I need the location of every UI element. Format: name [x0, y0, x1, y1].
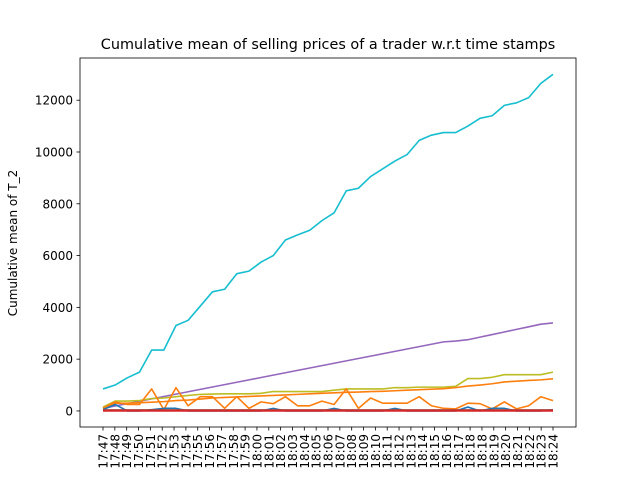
x-tick-label: 17:52 — [156, 434, 170, 469]
y-axis: 0 2000 4000 6000 8000 10000 12000 — [35, 94, 80, 418]
x-tick-label: 18:13 — [404, 434, 418, 469]
y-tick-label: 10000 — [35, 145, 73, 159]
series-line-2 — [102, 322, 554, 410]
x-tick-label: 18:03 — [286, 434, 300, 469]
x-tick-label: 17:48 — [108, 434, 122, 469]
x-tick-label: 18:06 — [322, 434, 336, 469]
x-tick-label: 17:51 — [144, 434, 158, 469]
x-tick-label: 18:21 — [511, 434, 525, 469]
x-tick-label: 17:56 — [203, 434, 217, 469]
y-tick-label: 8000 — [42, 197, 73, 211]
x-tick-label: 17:58 — [227, 434, 241, 469]
x-tick-label: 17:59 — [239, 434, 253, 469]
x-tick-label: 18:18 — [464, 434, 478, 469]
x-tick-label: 18:01 — [262, 434, 276, 469]
x-tick-label: 18:08 — [345, 434, 359, 469]
x-tick-label: 17:57 — [215, 434, 229, 469]
chart-title: Cumulative mean of selling prices of a t… — [101, 37, 555, 53]
x-tick-label: 18:19 — [487, 434, 501, 469]
x-tick-label: 18:04 — [298, 434, 312, 469]
x-tick-label: 17:49 — [120, 434, 134, 469]
y-tick-label: 12000 — [35, 94, 73, 108]
x-tick-label: 18:15 — [428, 434, 442, 469]
y-axis-label: Cumulative mean of T_2 — [6, 170, 20, 317]
x-tick-label: 18:00 — [250, 434, 264, 469]
x-tick-label: 18:20 — [499, 434, 513, 469]
x-tick-label: 17:53 — [168, 434, 182, 469]
x-tick-label: 18:17 — [452, 434, 466, 469]
y-tick-label: 4000 — [42, 301, 73, 315]
x-tick-label: 17:55 — [191, 434, 205, 469]
x-tick-label: 18:11 — [381, 434, 395, 469]
x-tick-label: 18:18 — [475, 434, 489, 469]
y-tick-label: 0 — [65, 404, 73, 418]
x-tick-label: 18:09 — [357, 434, 371, 469]
plot-frame — [79, 57, 577, 428]
x-tick-label: 18:12 — [393, 434, 407, 469]
y-tick-label: 2000 — [42, 353, 73, 367]
series-layer — [102, 73, 554, 412]
series-line-3 — [102, 371, 554, 408]
x-tick-label: 18:02 — [274, 434, 288, 469]
x-tick-label: 18:07 — [333, 434, 347, 469]
x-tick-label: 17:54 — [179, 434, 193, 469]
series-line-5 — [102, 386, 554, 411]
x-tick-label: 18:05 — [310, 434, 324, 469]
x-tick-label: 18:14 — [416, 434, 430, 469]
x-tick-label: 18:24 — [547, 434, 561, 469]
x-tick-label: 18:22 — [523, 434, 537, 469]
series-line-1 — [102, 73, 554, 390]
x-tick-label: 18:10 — [369, 434, 383, 469]
series-line-4 — [102, 378, 554, 410]
x-tick-label: 18:23 — [535, 434, 549, 469]
x-tick-label: 17:50 — [132, 434, 146, 469]
y-tick-label: 6000 — [42, 249, 73, 263]
x-tick-label: 17:47 — [97, 434, 111, 469]
x-tick-label: 18:16 — [440, 434, 454, 469]
x-axis: 17:4717:4817:4917:5017:5117:5217:5317:54… — [97, 427, 561, 469]
